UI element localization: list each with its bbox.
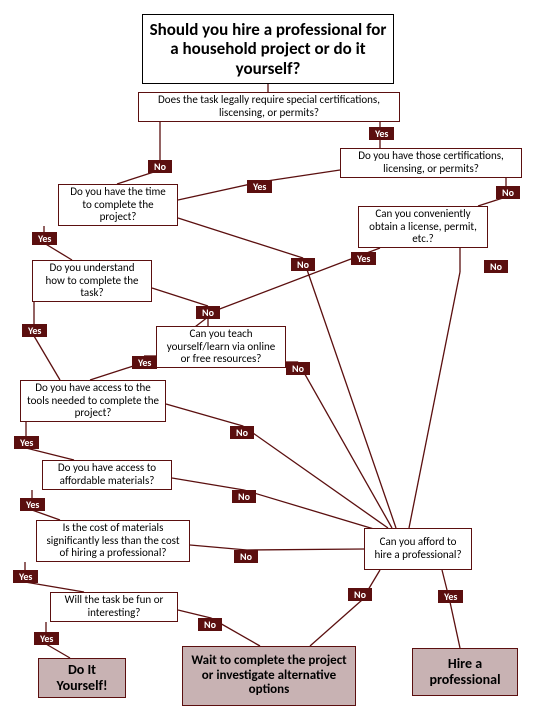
node-text: Do you understand how to complete the ta… (39, 262, 145, 300)
node-q11: Can you afford to hire a professional? (364, 528, 472, 570)
edge-label-yes: Yes (351, 252, 376, 265)
node-text: Do you have access to the tools needed t… (27, 382, 159, 420)
node-q1: Does the task legally require special ce… (138, 92, 400, 122)
node-hire: Hire a professional (412, 648, 518, 696)
label-text: No (502, 186, 514, 199)
edge-label-no: No (348, 588, 372, 601)
label-text: Yes (20, 436, 33, 449)
label-text: Yes (26, 498, 39, 511)
node-text: Do you have access to affordable materia… (49, 462, 165, 487)
label-text: No (354, 588, 366, 601)
label-text: No (154, 160, 166, 173)
edge-label-no: No (230, 426, 254, 439)
label-text: No (236, 426, 248, 439)
node-text: Hire a professional (419, 656, 511, 688)
label-text: No (202, 306, 214, 319)
node-q2: Do you have those certifications, licens… (340, 148, 522, 178)
node-text: Is the cost of materials significantly l… (43, 522, 183, 560)
node-text: Will the task be fun or interesting? (57, 594, 171, 619)
node-q9: Is the cost of materials significantly l… (36, 520, 190, 562)
edge-label-yes: Yes (32, 232, 57, 245)
node-q6: Can you teach yourself/learn via online … (156, 326, 286, 368)
node-text: Does the task legally require special ce… (145, 94, 393, 119)
label-text: Yes (357, 252, 370, 265)
node-text: Do you have those certifications, licens… (347, 150, 515, 175)
edge-label-yes: Yes (20, 498, 45, 511)
edge-label-yes: Yes (22, 324, 47, 337)
edge-label-no: No (232, 490, 256, 503)
edge-label-no: No (148, 160, 172, 173)
edge-label-yes: Yes (13, 570, 38, 583)
label-text: Yes (138, 356, 151, 369)
node-text: Should you hire a professional for a hou… (149, 20, 387, 79)
edge-label-no: No (234, 550, 258, 563)
edge-label-yes: Yes (34, 632, 59, 645)
label-text: Yes (444, 590, 457, 603)
edge-label-yes: Yes (14, 436, 39, 449)
node-q4: Do you have the time to complete the pro… (58, 184, 178, 226)
node-title: Should you hire a professional for a hou… (142, 14, 394, 84)
label-text: No (238, 490, 250, 503)
node-text: Can you teach yourself/learn via online … (163, 328, 279, 366)
edge-label-no: No (196, 306, 220, 319)
label-text: Yes (40, 632, 53, 645)
edge-label-no: No (198, 618, 222, 631)
label-text: Yes (375, 127, 388, 140)
label-text: No (292, 362, 304, 375)
label-text: No (240, 550, 252, 563)
node-wait: Wait to complete the project or investig… (182, 646, 356, 706)
edge-label-yes: Yes (369, 127, 394, 140)
node-text: Can you conveniently obtain a license, p… (365, 208, 481, 246)
edge-label-no: No (496, 186, 520, 199)
edge-label-yes: Yes (438, 590, 463, 603)
label-text: Yes (253, 180, 266, 193)
node-q3: Can you conveniently obtain a license, p… (358, 206, 488, 248)
node-q8: Do you have access to affordable materia… (42, 460, 172, 490)
label-text: Yes (19, 570, 32, 583)
edge-label-no: No (484, 260, 508, 273)
label-text: No (490, 260, 502, 273)
node-diy: Do It Yourself! (38, 658, 126, 698)
edge-label-no: No (291, 258, 315, 271)
node-q7: Do you have access to the tools needed t… (20, 380, 166, 422)
node-text: Can you afford to hire a professional? (371, 536, 465, 561)
label-text: No (297, 258, 309, 271)
node-text: Wait to complete the project or investig… (189, 654, 349, 699)
edge-label-no: No (286, 362, 310, 375)
node-q5: Do you understand how to complete the ta… (32, 260, 152, 302)
label-text: Yes (38, 232, 51, 245)
edge-label-yes: Yes (132, 356, 157, 369)
node-text: Do It Yourself! (45, 662, 119, 694)
label-text: No (204, 618, 216, 631)
label-text: Yes (28, 324, 41, 337)
node-q10: Will the task be fun or interesting? (50, 592, 178, 622)
edge-label-yes: Yes (247, 180, 272, 193)
node-text: Do you have the time to complete the pro… (65, 186, 171, 224)
